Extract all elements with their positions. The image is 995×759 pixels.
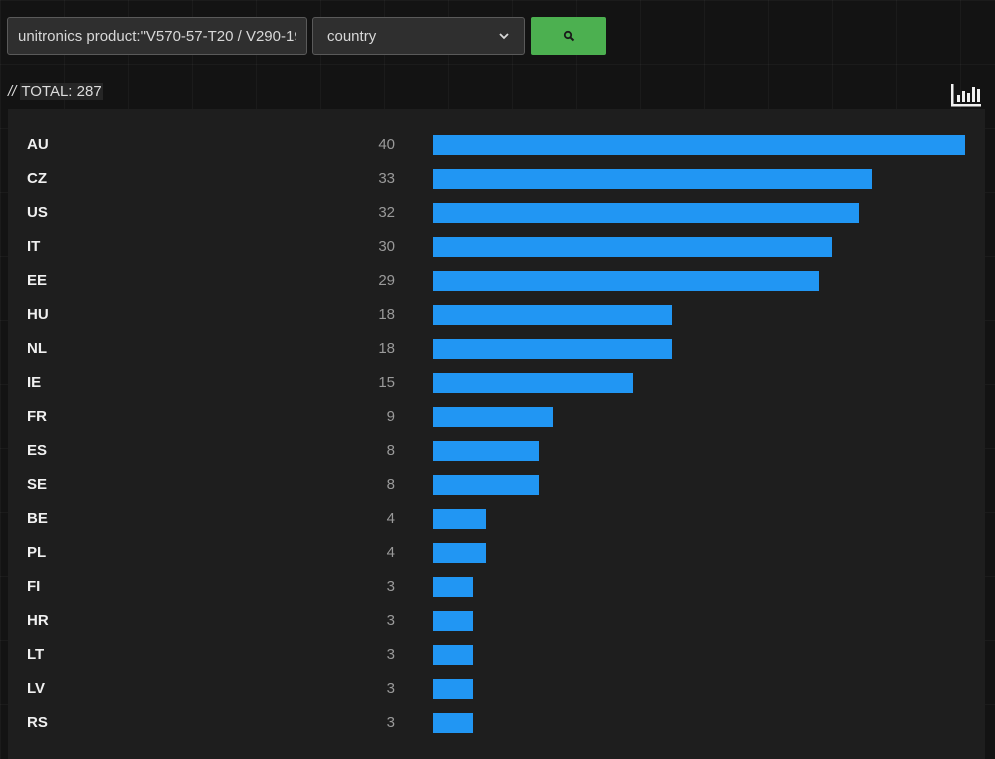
country-label[interactable]: IT (27, 238, 41, 255)
bar (433, 271, 819, 291)
country-label[interactable]: US (27, 204, 48, 221)
chart-row: RS 3 (8, 706, 985, 740)
bar (433, 713, 473, 733)
bar (433, 475, 539, 495)
country-label[interactable]: FI (27, 578, 41, 595)
country-count: 4 (386, 544, 395, 561)
bar (433, 509, 486, 529)
country-label[interactable]: BE (27, 510, 48, 527)
country-count: 30 (378, 238, 395, 255)
chart-row: SE 8 (8, 468, 985, 502)
chart-row: HR 3 (8, 604, 985, 638)
facet-select[interactable]: country (312, 17, 525, 55)
bar (433, 135, 965, 155)
bar (433, 679, 473, 699)
country-label[interactable]: FR (27, 408, 47, 425)
bar (433, 203, 859, 223)
bar (433, 407, 553, 427)
country-label[interactable]: LV (27, 680, 46, 697)
chart-row: ES 8 (8, 434, 985, 468)
chart-row: EE 29 (8, 264, 985, 298)
country-count: 40 (378, 136, 395, 153)
bar (433, 305, 672, 325)
country-count: 33 (378, 170, 395, 187)
country-count: 4 (386, 510, 395, 527)
country-count: 3 (386, 646, 395, 663)
country-label[interactable]: SE (27, 476, 48, 493)
country-count: 18 (378, 306, 395, 323)
country-label[interactable]: LT (27, 646, 45, 663)
bar (433, 543, 486, 563)
country-label[interactable]: ES (27, 442, 48, 459)
chevron-down-icon (499, 33, 509, 40)
chart-row: IE 15 (8, 366, 985, 400)
country-label[interactable]: PL (27, 544, 47, 561)
country-label[interactable]: HU (27, 306, 49, 323)
bar (433, 645, 473, 665)
country-chart: AU 40 CZ 33 US 32 IT 30 EE 29 HU 18 NL 18 IE 15 FR 9 ES 8 SE… (8, 109, 985, 759)
bar (433, 611, 473, 631)
chart-row: BE 4 (8, 502, 985, 536)
facet-select-value: country (327, 27, 377, 45)
bar-chart-icon[interactable] (949, 80, 983, 108)
chart-row: NL 18 (8, 332, 985, 366)
chart-row: PL 4 (8, 536, 985, 570)
bar (433, 339, 672, 359)
search-icon (563, 30, 574, 42)
country-label[interactable]: RS (27, 714, 48, 731)
total-prefix: // (8, 83, 17, 100)
total-count: TOTAL: 287 (20, 83, 103, 100)
country-count: 29 (378, 272, 395, 289)
country-count: 3 (386, 612, 395, 629)
chart-row: AU 40 (8, 128, 985, 162)
chart-row: FI 3 (8, 570, 985, 604)
country-count: 8 (386, 442, 395, 459)
country-label[interactable]: AU (27, 136, 49, 153)
bar (433, 237, 832, 257)
chart-row: US 32 (8, 196, 985, 230)
total-summary: // TOTAL: 287 (8, 83, 103, 100)
country-label[interactable]: HR (27, 612, 49, 629)
bar (433, 577, 473, 597)
chart-row: LV 3 (8, 672, 985, 706)
bar (433, 373, 633, 393)
country-count: 3 (386, 714, 395, 731)
search-button[interactable] (531, 17, 606, 55)
country-count: 32 (378, 204, 395, 221)
chart-row: HU 18 (8, 298, 985, 332)
chart-row: CZ 33 (8, 162, 985, 196)
country-count: 15 (378, 374, 395, 391)
country-count: 3 (386, 680, 395, 697)
country-count: 9 (386, 408, 395, 425)
chart-row: FR 9 (8, 400, 985, 434)
chart-row: IT 30 (8, 230, 985, 264)
country-count: 8 (386, 476, 395, 493)
search-bar: country (7, 17, 606, 55)
country-count: 3 (386, 578, 395, 595)
chart-row: LT 3 (8, 638, 985, 672)
bar (433, 169, 872, 189)
country-label[interactable]: EE (27, 272, 48, 289)
country-label[interactable]: IE (27, 374, 42, 391)
country-label[interactable]: CZ (27, 170, 47, 187)
bar (433, 441, 539, 461)
country-label[interactable]: NL (27, 340, 47, 357)
search-input[interactable] (7, 17, 307, 55)
country-count: 18 (378, 340, 395, 357)
